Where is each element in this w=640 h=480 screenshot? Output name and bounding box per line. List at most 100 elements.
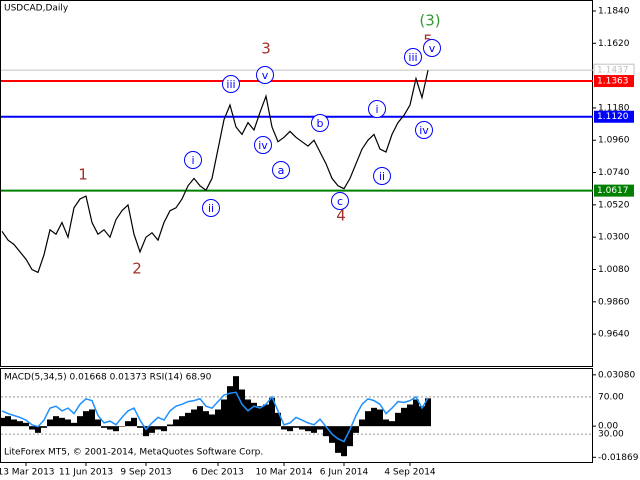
macd-bar: [371, 407, 377, 427]
wave-label: iv: [258, 139, 268, 152]
macd-bar: [287, 426, 293, 432]
y-tick-label: 1.1180: [598, 103, 630, 113]
macd-bar: [383, 419, 389, 427]
wave-circle: [415, 121, 433, 139]
last-price-label: 1.1437: [597, 66, 629, 76]
wave-label: iv: [419, 124, 429, 137]
macd-bar: [395, 412, 401, 427]
wave-label: (3): [419, 12, 440, 30]
macd-bar: [17, 421, 23, 427]
macd-bar: [23, 422, 29, 427]
macd-bar: [29, 426, 35, 430]
wave-label: b: [317, 117, 324, 130]
wave-label: 2: [132, 260, 142, 278]
macd-bar: [119, 426, 125, 427]
macd-bar: [275, 412, 281, 427]
macd-bar: [41, 426, 47, 428]
x-tick-label: 13 Mar 2013: [0, 468, 55, 478]
macd-bar: [71, 422, 77, 427]
chart-title: USDCAD,Daily: [4, 4, 69, 14]
macd-bar: [281, 426, 287, 430]
macd-bar: [185, 412, 191, 427]
macd-bar: [317, 426, 323, 430]
macd-bar: [77, 416, 83, 427]
macd-bar: [413, 399, 419, 427]
macd-bar: [47, 419, 53, 427]
level-label: 1.1120: [597, 112, 629, 122]
macd-bar: [179, 416, 185, 427]
macd-bar: [353, 426, 359, 433]
macd-bar: [113, 426, 119, 432]
y-tick-label: 0.00: [598, 422, 618, 432]
macd-bar: [299, 426, 305, 430]
wave-circle: [373, 167, 391, 185]
macd-bar: [131, 417, 137, 427]
rsi-line: [1, 391, 429, 443]
macd-bar: [161, 426, 167, 432]
y2-tick-label: 70.00: [598, 392, 624, 402]
macd-bar: [173, 419, 179, 427]
wave-circle: [368, 100, 386, 118]
macd-bar: [407, 404, 413, 427]
wave-label: a: [278, 164, 285, 177]
wave-circle: [311, 114, 329, 132]
wave-label: ii: [208, 202, 214, 215]
macd-bar: [0, 417, 5, 427]
x-tick-label: 6 Jun 2014: [320, 468, 369, 478]
y-tick-label: 1.0740: [598, 168, 630, 178]
macd-bar: [389, 421, 395, 427]
macd-bar: [227, 386, 233, 427]
y-tick-label: 0.9860: [598, 297, 630, 307]
wave-circle: [254, 136, 272, 154]
wave-circle: [256, 66, 274, 84]
macd-bar: [35, 426, 41, 433]
y-tick-label: 1.0300: [598, 233, 630, 243]
level-box: [594, 110, 634, 123]
macd-bar: [377, 409, 383, 427]
y-tick-label: 0.9640: [598, 330, 630, 340]
macd-bar: [419, 406, 425, 427]
macd-bar: [425, 398, 431, 427]
y-tick-label: 1.0520: [598, 200, 630, 210]
macd-bar: [263, 404, 269, 427]
x-tick-label: 6 Dec 2013: [192, 468, 244, 478]
main-pane: [0, 0, 593, 367]
wave-label: 1: [78, 166, 88, 184]
macd-bar: [215, 409, 221, 427]
macd-bar: [269, 397, 275, 427]
macd-bar: [233, 376, 239, 427]
indicator-pane: [0, 368, 593, 463]
macd-bar: [95, 419, 101, 427]
wave-circle: [331, 192, 349, 210]
macd-bar: [293, 426, 299, 428]
macd-bar: [239, 389, 245, 427]
macd-bar: [323, 426, 329, 437]
level-label: 1.1363: [597, 77, 629, 87]
x-tick-label: 9 Sep 2013: [120, 468, 171, 478]
macd-bar: [107, 426, 113, 430]
x-tick-label: 10 Mar 2014: [255, 468, 312, 478]
macd-bar: [359, 419, 365, 427]
wave-label: 4: [336, 207, 346, 225]
wave-circle: [222, 75, 240, 93]
wave-label: i: [375, 103, 378, 116]
macd-bar: [257, 406, 263, 427]
y-tick-label: 1.1620: [598, 39, 630, 49]
macd-bar: [5, 416, 11, 427]
wave-circle: [423, 39, 441, 57]
macd-bar: [245, 399, 251, 427]
macd-bar: [89, 409, 95, 427]
wave-label: 3: [261, 40, 271, 58]
footnote: LiteForex MT5, © 2001-2014, MetaQuotes S…: [4, 448, 263, 458]
y2-tick-label: 30.00: [598, 430, 624, 440]
x-tick-label: 4 Sep 2014: [384, 468, 436, 478]
macd-bar: [347, 426, 353, 447]
level-box: [594, 184, 634, 197]
macd-bar: [167, 424, 173, 427]
macd-bar: [311, 426, 317, 433]
wave-label: iii: [408, 51, 417, 64]
macd-bar: [203, 411, 209, 427]
x-tick-label: 11 Jun 2013: [59, 468, 113, 478]
